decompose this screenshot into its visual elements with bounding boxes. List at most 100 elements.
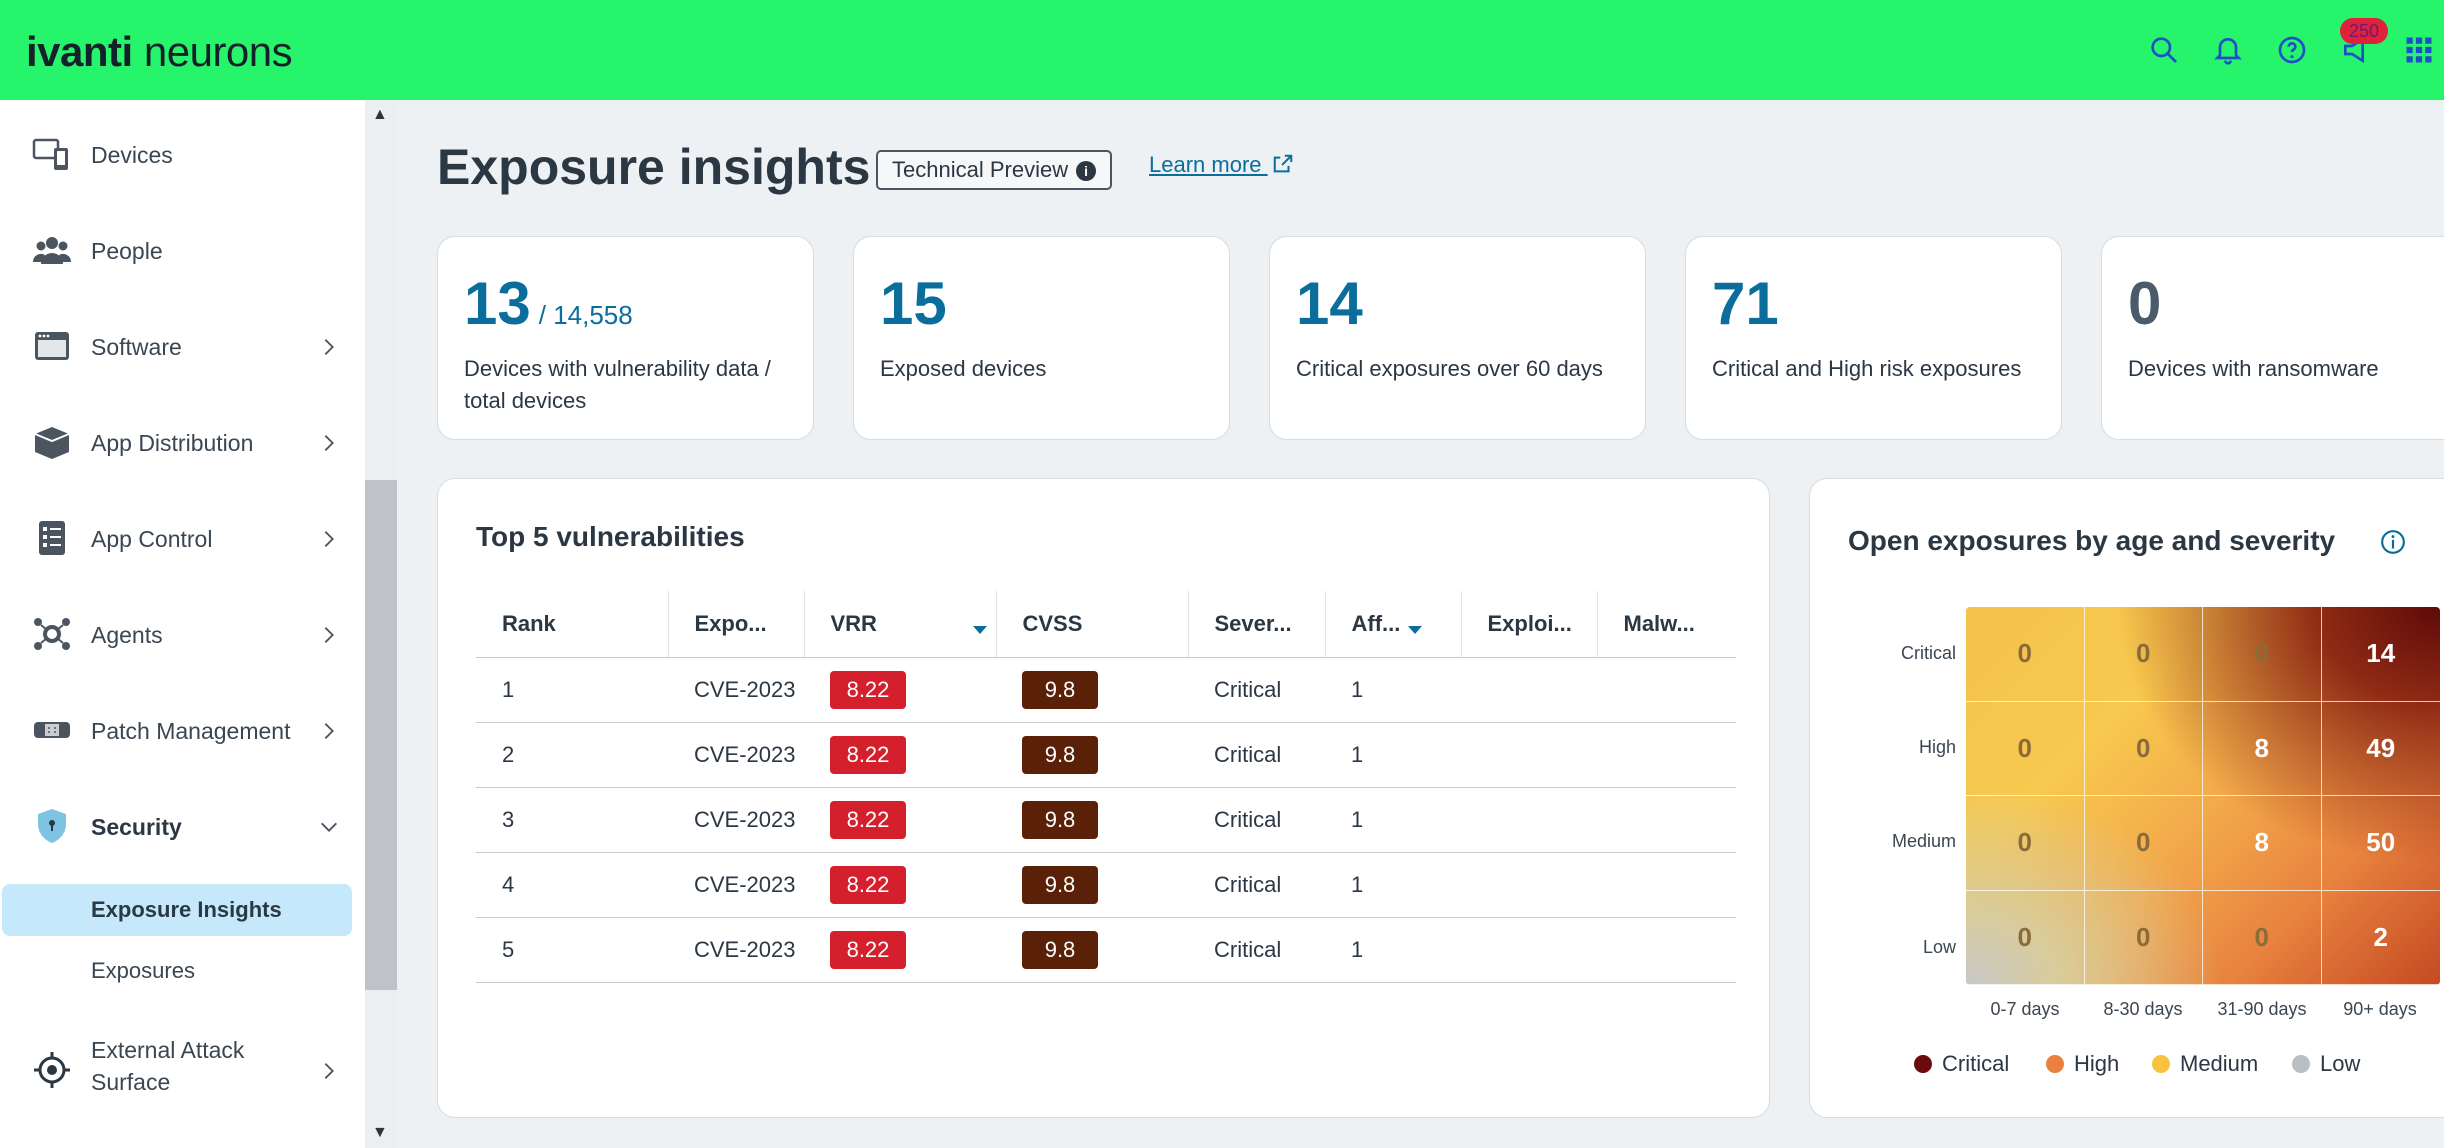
- heatmap-cell-high-2[interactable]: 8: [2203, 701, 2322, 796]
- legend-dot: [2046, 1055, 2064, 1073]
- heatmap-cell-medium-1[interactable]: 0: [2084, 796, 2203, 891]
- heatmap-cell-low-1[interactable]: 0: [2084, 890, 2203, 985]
- target-icon: [34, 1052, 70, 1088]
- chevron-down-icon[interactable]: [318, 816, 340, 838]
- heatmap-cell-critical-2[interactable]: 0: [2203, 607, 2322, 702]
- heatmap-cell-high-3[interactable]: 49: [2321, 702, 2440, 796]
- cvss-score-pill: 9.8: [1022, 670, 1098, 709]
- apps-grid-icon[interactable]: [2404, 34, 2434, 66]
- heatmap-cell-low-3[interactable]: 2: [2321, 891, 2440, 985]
- heatmap-cell-low-2[interactable]: 0: [2203, 890, 2322, 985]
- chevron-right-icon[interactable]: [318, 336, 340, 358]
- legend-low[interactable]: Low: [2292, 1051, 2360, 1077]
- sidebar-item-security[interactable]: Security: [0, 788, 365, 868]
- y-label-low: Low: [1922, 937, 1956, 957]
- column-header-exposure[interactable]: Expo...: [668, 591, 805, 658]
- scroll-down-arrow-icon[interactable]: ▼: [372, 1124, 388, 1141]
- x-label-8-30: 8-30 days: [2103, 999, 2183, 1019]
- column-header-vrr[interactable]: VRR: [804, 591, 997, 658]
- heatmap-cell-critical-1[interactable]: 0: [2084, 607, 2203, 702]
- table-row[interactable]: 3 CVE-2023 8.22 9.8 Critical 1: [476, 787, 1736, 853]
- sidebar-subitem-exposure-insights[interactable]: Exposure Insights: [2, 884, 352, 936]
- heatmap-cell-medium-3[interactable]: 50: [2321, 796, 2440, 891]
- table-row[interactable]: 1 CVE-2023 8.22 9.8 Critical 1: [476, 657, 1736, 723]
- chevron-right-icon[interactable]: [318, 1060, 340, 1082]
- chevron-right-icon[interactable]: [318, 528, 340, 550]
- legend-critical[interactable]: Critical: [1914, 1051, 2009, 1077]
- cvss-score-pill: 9.8: [1022, 735, 1098, 774]
- table-row[interactable]: 5 CVE-2023 8.22 9.8 Critical 1: [476, 917, 1736, 983]
- sidebar-subitem-exposures[interactable]: Exposures: [91, 958, 195, 983]
- legend-medium[interactable]: Medium: [2152, 1051, 2258, 1077]
- heatmap-cell-critical-3[interactable]: 14: [2321, 607, 2440, 702]
- table-row[interactable]: 4 CVE-2023 8.22 9.8 Critical 1: [476, 852, 1736, 918]
- search-icon[interactable]: [2148, 34, 2180, 66]
- sidebar-item-app-distribution[interactable]: App Distribution: [0, 404, 365, 484]
- kpi-card-vulnerability-data[interactable]: 13/ 14,558 Devices with vulnerability da…: [437, 236, 814, 440]
- cvss-score-pill: 9.8: [1022, 865, 1098, 904]
- app-control-icon: [39, 521, 65, 555]
- vrr-score-pill: 8.22: [830, 800, 906, 839]
- kpi-card-critical-high-risk[interactable]: 71 Critical and High risk exposures: [1685, 236, 2062, 440]
- legend-dot: [1914, 1055, 1932, 1073]
- sidebar-item-patch-management[interactable]: Patch Management: [0, 692, 365, 772]
- kpi-card-critical-exposures[interactable]: 14 Critical exposures over 60 days: [1269, 236, 1646, 440]
- legend-high[interactable]: High: [2046, 1051, 2119, 1077]
- vrr-score-pill: 8.22: [830, 735, 906, 774]
- sidebar-item-app-control[interactable]: App Control: [0, 500, 365, 580]
- help-icon[interactable]: [2276, 34, 2308, 66]
- technical-preview-badge[interactable]: Technical Preview i: [876, 150, 1113, 190]
- app-distribution-icon: [34, 427, 70, 459]
- sidebar-item-agents[interactable]: Agents: [0, 596, 365, 676]
- vrr-score-pill: 8.22: [830, 865, 906, 904]
- chevron-right-icon[interactable]: [318, 432, 340, 454]
- column-header-exploit[interactable]: Exploi...: [1461, 591, 1598, 658]
- column-header-rank[interactable]: Rank: [476, 591, 669, 658]
- people-icon: [32, 237, 72, 264]
- top-vulnerabilities-panel: Top 5 vulnerabilities Rank Expo... VRR C…: [437, 478, 1770, 1118]
- page-title: Exposure insights: [437, 139, 871, 195]
- sidebar-scrollbar-thumb[interactable]: [365, 480, 397, 990]
- sidebar-item-external-attack-surface[interactable]: External Attack Surface: [0, 1020, 365, 1120]
- scroll-up-arrow-icon[interactable]: ▲: [372, 106, 388, 123]
- info-icon: i: [1076, 161, 1097, 181]
- column-header-malware[interactable]: Malw...: [1597, 591, 1736, 658]
- shield-icon: [38, 809, 66, 843]
- heatmap-cell-high-0[interactable]: 0: [1966, 701, 2085, 796]
- sidebar-item-people[interactable]: People: [0, 212, 365, 292]
- bell-icon[interactable]: [2212, 34, 2244, 66]
- agents-icon: [34, 618, 70, 650]
- column-header-severity[interactable]: Sever...: [1188, 591, 1326, 658]
- heatmap-background: [1966, 607, 2440, 985]
- heatmap-cell-medium-0[interactable]: 0: [1966, 796, 2085, 891]
- legend-dot: [2152, 1055, 2170, 1073]
- announcement-icon[interactable]: [2340, 34, 2372, 66]
- table-row[interactable]: 2 CVE-2023 8.22 9.8 Critical 1: [476, 722, 1736, 788]
- cvss-score-pill: 9.8: [1022, 930, 1098, 969]
- sidebar-item-software[interactable]: Software: [0, 308, 365, 388]
- kpi-card-exposed-devices[interactable]: 15 Exposed devices: [853, 236, 1230, 440]
- kpi-card-ransomware[interactable]: 0 Devices with ransomware: [2101, 236, 2444, 440]
- sidebar-item-devices[interactable]: Devices: [0, 116, 365, 196]
- chevron-right-icon[interactable]: [318, 624, 340, 646]
- heatmap-cell-medium-2[interactable]: 8: [2203, 796, 2322, 891]
- vrr-score-pill: 8.22: [830, 930, 906, 969]
- chevron-right-icon[interactable]: [318, 720, 340, 742]
- heatmap-cell-low-0[interactable]: 0: [1966, 890, 2085, 985]
- x-label-31-90: 31-90 days: [2217, 999, 2307, 1019]
- column-header-affected[interactable]: Aff...: [1325, 591, 1462, 658]
- legend-dot: [2292, 1055, 2310, 1073]
- external-link-icon: [1273, 154, 1292, 173]
- info-icon[interactable]: [2380, 529, 2406, 555]
- column-header-cvss[interactable]: CVSS: [996, 591, 1189, 658]
- heatmap-cell-high-1[interactable]: 0: [2084, 701, 2203, 796]
- open-exposures-heatmap-panel: Open exposures by age and severity 0 0 0 14…: [1809, 478, 2444, 1118]
- software-icon: [35, 332, 69, 360]
- ivanti-neurons-logo[interactable]: ivanti neurons: [26, 28, 293, 75]
- notification-badge: 250: [2340, 18, 2388, 44]
- heatmap-cell-critical-0[interactable]: 0: [1966, 607, 2085, 702]
- x-label-90-plus: 90+ days: [2343, 999, 2417, 1019]
- heatmap-title: Open exposures by age and severity: [1848, 525, 2336, 556]
- learn-more-link[interactable]: Learn more: [1149, 152, 1294, 178]
- vrr-score-pill: 8.22: [830, 670, 906, 709]
